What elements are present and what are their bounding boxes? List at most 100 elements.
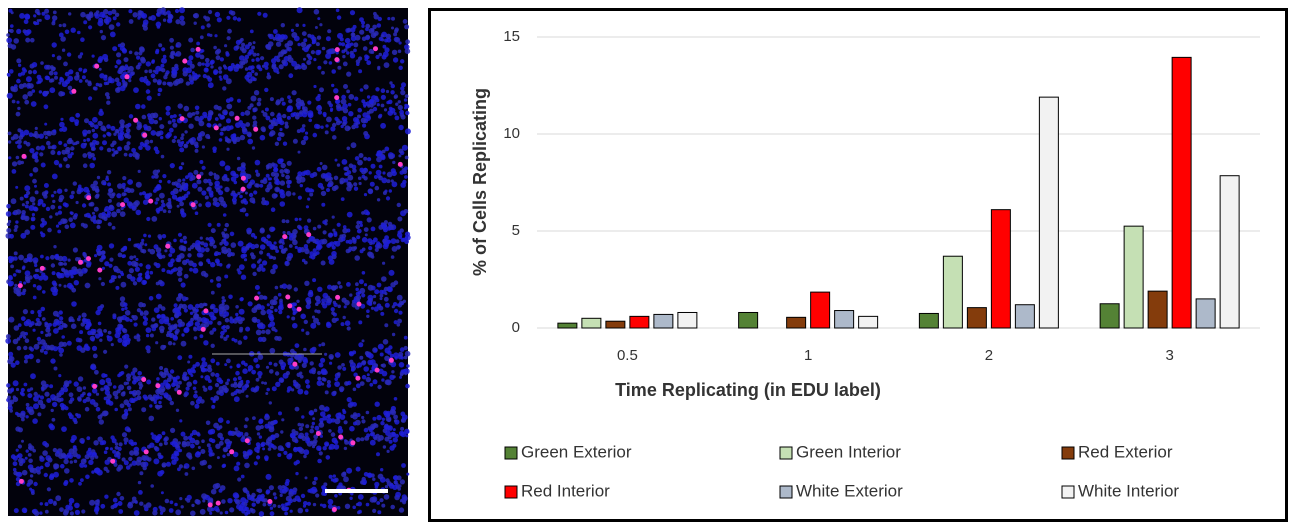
nucleus (347, 381, 351, 385)
nucleus (405, 48, 411, 54)
nucleus (366, 309, 370, 313)
nucleus (291, 32, 297, 38)
nucleus (133, 87, 139, 93)
nucleus (85, 407, 90, 412)
nucleus (377, 23, 382, 28)
nucleus (361, 293, 365, 297)
nucleus (360, 88, 364, 92)
nucleus (203, 388, 207, 392)
nucleus (100, 333, 103, 336)
nucleus (177, 355, 182, 360)
nucleus (143, 234, 147, 238)
nucleus (299, 372, 302, 375)
labeled-nucleus (335, 295, 340, 300)
nucleus (69, 195, 74, 200)
nucleus (387, 110, 393, 116)
nucleus (148, 16, 152, 20)
nucleus (45, 462, 50, 467)
nucleus (193, 13, 199, 19)
nucleus (353, 42, 358, 47)
nucleus (266, 489, 271, 494)
nucleus (235, 45, 239, 49)
nucleus (143, 280, 147, 284)
nucleus (39, 455, 43, 459)
labeled-nucleus (148, 199, 153, 204)
nucleus (97, 306, 103, 312)
nucleus (236, 40, 241, 45)
nucleus (266, 241, 272, 247)
nucleus (400, 170, 404, 174)
nucleus (104, 450, 108, 454)
nucleus (13, 456, 18, 461)
nucleus (146, 327, 152, 333)
nucleus (143, 19, 149, 25)
nucleus (389, 107, 393, 111)
nucleus (400, 90, 405, 95)
nucleus (311, 425, 314, 428)
nucleus (102, 128, 106, 132)
nucleus (395, 356, 398, 359)
nucleus (368, 246, 372, 250)
nucleus (161, 306, 166, 311)
nucleus (334, 176, 339, 181)
nucleus (159, 117, 162, 120)
nucleus (341, 197, 345, 201)
nucleus (315, 493, 319, 497)
nucleus (33, 70, 37, 74)
nucleus (179, 16, 184, 21)
nucleus (369, 171, 372, 174)
nucleus (37, 412, 41, 416)
nucleus (349, 497, 352, 500)
nucleus (304, 281, 309, 286)
nucleus (383, 445, 386, 448)
nucleus (201, 25, 205, 29)
nucleus (162, 464, 166, 468)
nucleus (151, 175, 155, 179)
nucleus (404, 372, 407, 375)
labeled-nucleus (125, 74, 130, 79)
nucleus (178, 78, 184, 84)
nucleus (246, 395, 249, 398)
nucleus (175, 331, 179, 335)
nucleus (227, 253, 231, 257)
nucleus (99, 419, 104, 424)
nucleus (202, 63, 205, 66)
nucleus (55, 495, 61, 501)
nucleus (321, 261, 326, 266)
nucleus (128, 407, 132, 411)
nucleus (276, 42, 281, 47)
nucleus (91, 153, 95, 157)
nucleus (88, 121, 92, 125)
nucleus (391, 255, 395, 259)
nucleus (262, 447, 265, 450)
nucleus (73, 247, 78, 252)
nucleus (52, 200, 55, 203)
nucleus (30, 38, 35, 43)
nucleus (161, 372, 167, 378)
bar (654, 314, 673, 328)
nucleus (36, 22, 39, 25)
nucleus (277, 137, 282, 142)
nucleus (322, 239, 328, 245)
nucleus (83, 139, 86, 142)
nucleus (187, 191, 191, 195)
nucleus (360, 437, 364, 441)
nucleus (51, 263, 55, 267)
nucleus (115, 286, 119, 290)
nucleus (193, 394, 198, 399)
labeled-nucleus (120, 202, 125, 207)
nucleus (194, 74, 199, 79)
nucleus (146, 334, 149, 337)
nucleus (254, 461, 258, 465)
nucleus (59, 310, 63, 314)
nucleus (219, 115, 224, 120)
bar (558, 323, 577, 328)
nucleus (89, 163, 95, 169)
nucleus (58, 221, 62, 225)
nucleus (102, 251, 106, 255)
nucleus (219, 242, 222, 245)
nucleus (172, 119, 176, 123)
nucleus (93, 86, 97, 90)
nucleus (270, 306, 274, 310)
labeled-nucleus (254, 296, 259, 301)
